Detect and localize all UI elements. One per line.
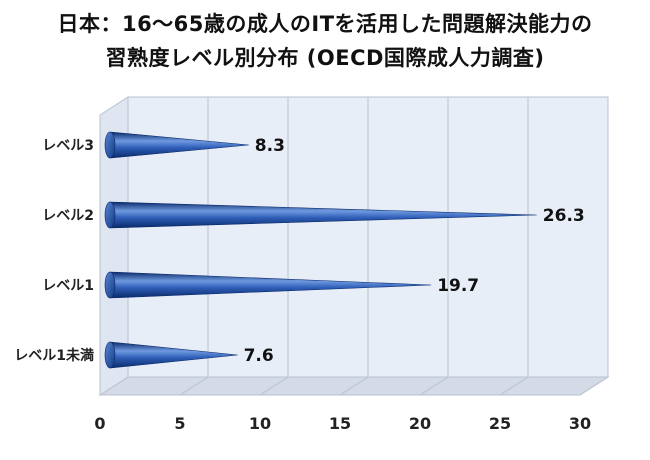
x-tick-label: 20 <box>409 414 431 433</box>
data-label: 8.3 <box>255 136 285 156</box>
data-label: 26.3 <box>543 206 585 226</box>
category-label: レベル1未満 <box>14 347 94 364</box>
x-tick-label: 0 <box>94 414 105 433</box>
bar-レベル1未満 <box>104 341 238 369</box>
bar-cap <box>104 131 116 159</box>
x-tick-label: 30 <box>569 414 591 433</box>
floor-gridline <box>179 376 209 396</box>
chart-title-line1: 日本：16～65歳の成人のITを活用した問題解決能力の <box>57 12 593 36</box>
bar-レベル1 <box>104 271 432 299</box>
data-label: 19.7 <box>437 276 479 296</box>
floor-gridline <box>339 376 369 396</box>
x-tick-label: 15 <box>329 414 351 433</box>
side-wall <box>99 96 129 396</box>
bars <box>104 131 537 369</box>
labels: 0 5 10 15 20 25 30 8.3 レベル3 26.3 レベル2 19.7 レベル1 7.6 レベ… <box>14 136 591 433</box>
gridlines <box>179 97 609 396</box>
floor-gridline <box>499 376 529 396</box>
bar-cap <box>104 201 116 229</box>
x-tick-label: 10 <box>249 414 271 433</box>
floor-gridline <box>419 376 449 396</box>
category-label: レベル3 <box>42 138 94 154</box>
category-label: レベル2 <box>42 208 94 224</box>
category-label: レベル1 <box>42 278 94 294</box>
bar-cap <box>104 341 116 369</box>
bar-レベル3 <box>104 131 249 159</box>
bar-レベル2 <box>104 201 537 229</box>
floor-gridline <box>579 376 609 396</box>
x-tick-label: 5 <box>174 414 185 433</box>
x-tick-label: 25 <box>489 414 511 433</box>
chart-title-line2: 習熟度レベル別分布 (OECD国際成人力調査) <box>105 46 545 70</box>
bar-cap <box>104 271 116 299</box>
data-label: 7.6 <box>244 346 274 366</box>
floor-gridline <box>259 376 289 396</box>
